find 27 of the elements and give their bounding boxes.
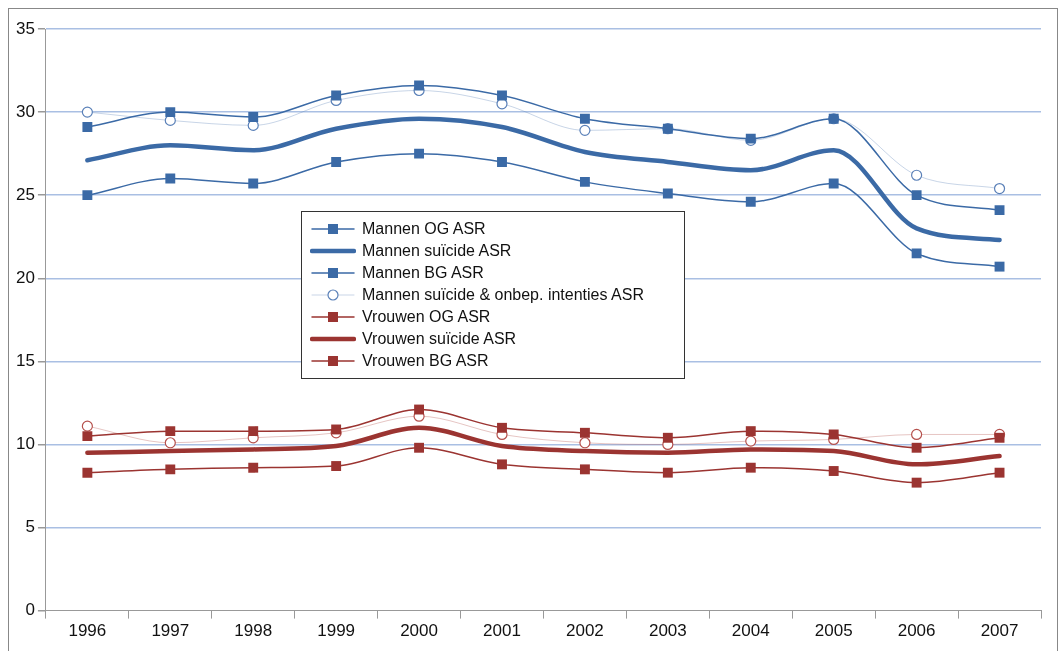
y-tick-label: 10	[15, 434, 35, 454]
legend-label: Vrouwen BG ASR	[362, 352, 489, 370]
x-tick-label: 2006	[897, 621, 936, 641]
x-tick-label: 1996	[68, 621, 107, 641]
legend-label: Mannen OG ASR	[362, 220, 486, 238]
legend-label: Mannen BG ASR	[362, 264, 484, 282]
legend-label: Vrouwen OG ASR	[362, 308, 491, 326]
y-tick-label: 20	[15, 267, 35, 287]
y-tick-label: 15	[15, 351, 35, 371]
x-tick-label: 2001	[483, 621, 521, 641]
x-tick-label: 2003	[648, 621, 687, 641]
y-tick-label: 35	[15, 18, 35, 38]
x-tick-label: 2005	[814, 621, 853, 641]
legend-label: Mannen suïcide & onbep. intenties ASR	[362, 286, 644, 304]
x-tick-label: 2002	[566, 621, 604, 641]
y-tick-label: 0	[25, 600, 35, 620]
x-tick-label: 1997	[151, 621, 190, 641]
legend-label: Vrouwen suïcide ASR	[362, 330, 517, 348]
x-tick-label: 2004	[731, 621, 770, 641]
legend-label: Mannen suïcide ASR	[362, 242, 512, 260]
x-tick-label: 1998	[234, 621, 273, 641]
y-tick-label: 5	[25, 517, 35, 537]
x-tick-label: 1999	[317, 621, 356, 641]
x-tick-label: 2007	[980, 621, 1019, 641]
y-tick-label: 25	[15, 184, 35, 204]
x-tick-label: 2000	[400, 621, 438, 641]
y-tick-label: 30	[15, 101, 35, 121]
